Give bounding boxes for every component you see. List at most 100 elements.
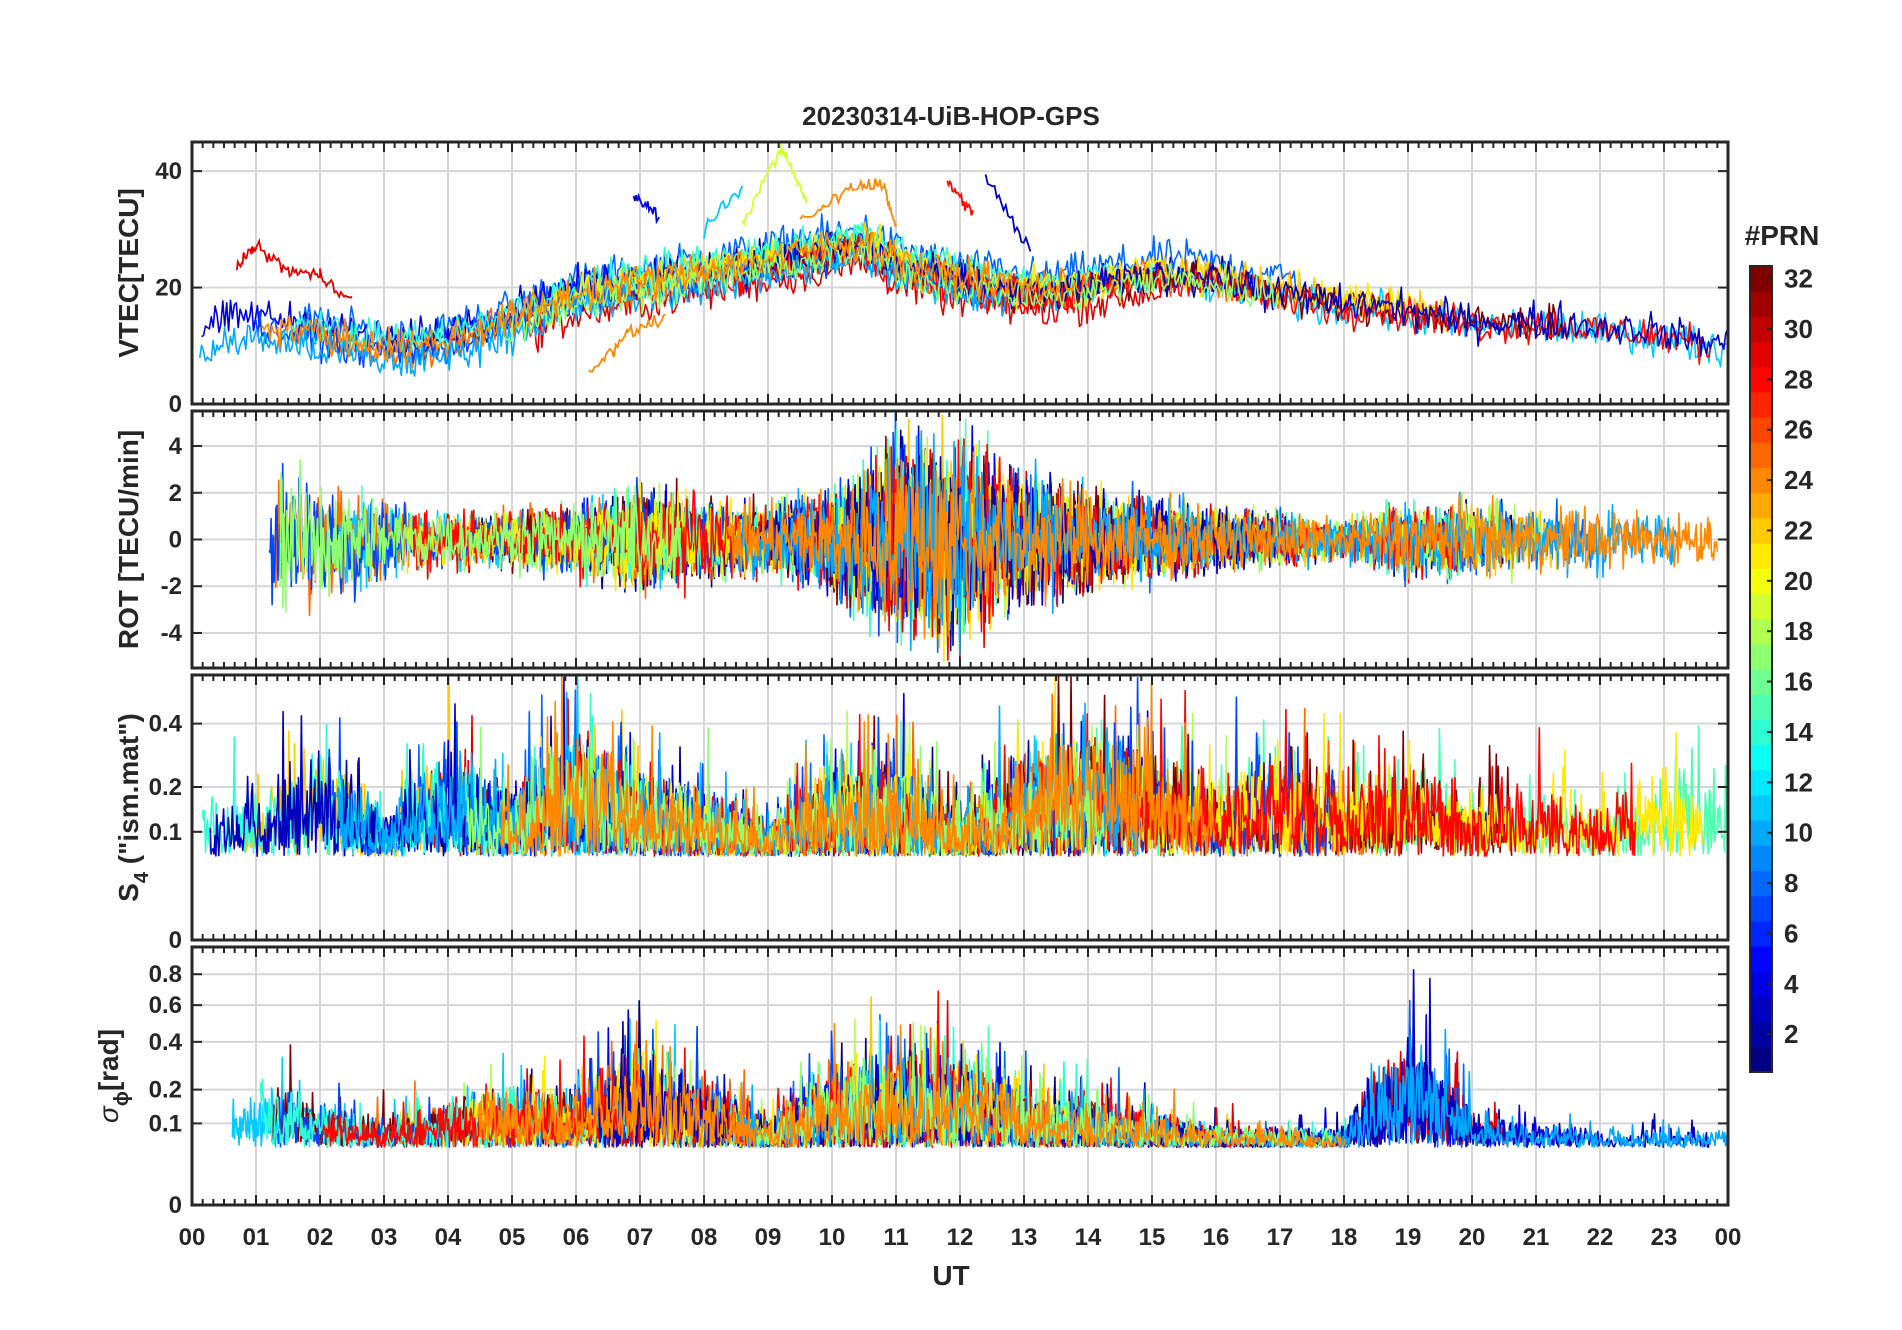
y-tick-label: 0.4 xyxy=(149,711,183,738)
colorbar-segment xyxy=(1750,845,1772,871)
colorbar-segment xyxy=(1750,1021,1772,1048)
x-tick-label: 05 xyxy=(499,1224,526,1251)
prn-trace xyxy=(477,1022,1346,1149)
x-tick-label: 09 xyxy=(755,1224,782,1251)
y-tick-label: 20 xyxy=(155,275,182,302)
prn-trace-highlight xyxy=(588,313,666,373)
colorbar-segment xyxy=(1750,870,1772,897)
y-tick-label: 0.2 xyxy=(149,1077,182,1104)
x-tick-label: 03 xyxy=(371,1224,398,1251)
prn-trace xyxy=(261,228,1087,366)
y-tick-label: 0.1 xyxy=(149,1110,182,1137)
colorbar-segment xyxy=(1750,946,1772,972)
colorbar-segment xyxy=(1750,971,1772,997)
colorbar-segment xyxy=(1750,266,1772,292)
x-tick-label: 21 xyxy=(1523,1224,1550,1251)
colorbar-segment xyxy=(1750,341,1772,368)
y-tick-label: -4 xyxy=(161,620,183,647)
colorbar-segment xyxy=(1750,517,1772,544)
colorbar-segment xyxy=(1750,366,1772,393)
colorbar-segment xyxy=(1750,492,1772,519)
x-tick-label: 22 xyxy=(1587,1224,1614,1251)
colorbar-tick-label: 22 xyxy=(1784,515,1813,545)
colorbar-segment xyxy=(1750,820,1772,846)
y-tick-label: 0.4 xyxy=(149,1029,183,1056)
x-tick-label: 20 xyxy=(1459,1224,1486,1251)
colorbar-segment xyxy=(1750,769,1772,796)
traces xyxy=(198,143,1728,377)
colorbar-segment xyxy=(1750,1046,1772,1073)
y-tick-label: 0 xyxy=(169,927,182,954)
colorbar-tick-label: 12 xyxy=(1784,767,1813,797)
colorbar-segment xyxy=(1750,669,1772,695)
chart-title: 20230314-UiB-HOP-GPS xyxy=(802,101,1100,131)
y-tick-label: 4 xyxy=(169,433,183,460)
colorbar-segment xyxy=(1750,996,1772,1023)
colorbar-tick-label: 32 xyxy=(1784,264,1813,294)
x-tick-label: 23 xyxy=(1651,1224,1678,1251)
y-tick-label: 0 xyxy=(169,527,182,554)
x-tick-label: 18 xyxy=(1331,1224,1358,1251)
y-tick-label: 0 xyxy=(169,391,182,418)
colorbar-tick-label: 10 xyxy=(1784,818,1813,848)
colorbar-segment xyxy=(1750,291,1772,317)
colorbar-segment xyxy=(1750,593,1772,620)
x-tick-label: 00 xyxy=(1715,1224,1742,1251)
colorbar-segment xyxy=(1750,920,1772,947)
axes: 0 0.1 0.2 0.4 xyxy=(149,673,1730,954)
x-tick-label: 08 xyxy=(691,1224,718,1251)
colorbar-tick-label: 16 xyxy=(1784,667,1813,697)
x-tick-label: 16 xyxy=(1203,1224,1230,1251)
x-tick-label: 15 xyxy=(1139,1224,1166,1251)
y-tick-label: 2 xyxy=(169,480,182,507)
colorbar-segment xyxy=(1750,719,1772,746)
colorbar-tick-label: 20 xyxy=(1784,566,1813,596)
colorbar-segment xyxy=(1750,643,1772,670)
colorbar-segment xyxy=(1750,794,1772,821)
x-axis-label: UT xyxy=(932,1260,969,1291)
prn-trace-highlight xyxy=(741,143,808,228)
prn-trace xyxy=(534,689,1637,857)
axes: 0 20 40 xyxy=(155,140,1730,418)
prn-trace-highlight xyxy=(632,192,660,225)
colorbar-segment xyxy=(1750,391,1772,418)
prn-trace xyxy=(279,459,682,613)
prn-trace xyxy=(499,675,1216,857)
colorbar-segment xyxy=(1750,618,1772,645)
colorbar-tick-label: 2 xyxy=(1784,1019,1798,1049)
axes: -4 -2 0 2 4 xyxy=(161,409,1730,670)
colorbar-tick-label: 28 xyxy=(1784,364,1813,394)
x-tick-label: 01 xyxy=(243,1224,270,1251)
y-tick-label: 0 xyxy=(169,1192,182,1219)
x-tick-label: 11 xyxy=(883,1224,908,1251)
traces xyxy=(201,675,1728,857)
y-tick-label: 0.8 xyxy=(149,961,182,988)
colorbar-tick-label: 14 xyxy=(1784,717,1813,747)
x-tick-label: 10 xyxy=(819,1224,846,1251)
colorbar-tick-label: 8 xyxy=(1784,868,1798,898)
prn-trace-highlight xyxy=(984,174,1032,252)
colorbar-segment xyxy=(1750,543,1772,569)
y-tick-label: 0.1 xyxy=(149,819,182,846)
x-tick-label: 13 xyxy=(1011,1224,1038,1251)
y-tick-label: 0.6 xyxy=(149,992,182,1019)
colorbar-tick-label: 24 xyxy=(1784,465,1813,495)
y-axis-label: ROT [TECU/min] xyxy=(113,430,144,649)
traces xyxy=(231,969,1728,1149)
colorbar-tick-label: 26 xyxy=(1784,415,1813,445)
prn-trace xyxy=(726,446,1719,640)
y-tick-label: 40 xyxy=(155,158,182,185)
panel-s4: 0 0.1 0.2 0.4S4 ("ism.mat") xyxy=(113,673,1730,954)
y-axis-label: S4 ("ism.mat") xyxy=(113,713,153,902)
x-tick-label: 04 xyxy=(435,1224,462,1251)
prn-trace-highlight xyxy=(799,178,897,228)
x-tick-label: 00 xyxy=(179,1224,206,1251)
x-tick-label: 17 xyxy=(1267,1224,1294,1251)
prn-trace-highlight xyxy=(946,179,974,216)
colorbar-tick-label: 4 xyxy=(1784,969,1799,999)
y-axis-label: VTEC[TECU] xyxy=(113,188,144,358)
x-tick-label: 19 xyxy=(1395,1224,1422,1251)
y-tick-label: 0.2 xyxy=(149,774,182,801)
colorbar-label: #PRN xyxy=(1745,220,1820,251)
